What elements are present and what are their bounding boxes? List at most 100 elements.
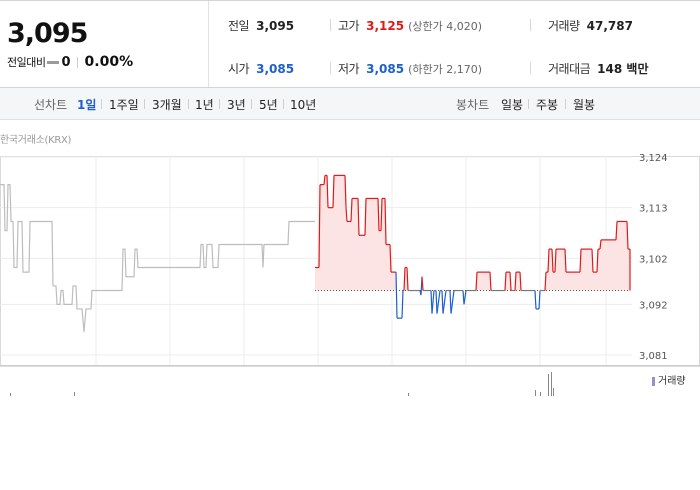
change-row: 전일대비 0 0.00% xyxy=(7,54,133,70)
today-line-segment xyxy=(406,267,409,291)
stat-value: 148 백만 xyxy=(597,62,649,76)
y-tick-label: 3,092 xyxy=(639,300,668,311)
today-line-segment xyxy=(344,175,347,208)
today-line-segment xyxy=(544,272,547,291)
today-line-segment xyxy=(377,198,380,231)
divider xyxy=(530,19,531,31)
today-line-segment xyxy=(401,290,404,319)
today-line-segment xyxy=(599,239,602,250)
today-line-segment xyxy=(421,276,424,291)
stat-open: 시가 3,085 xyxy=(228,60,294,77)
today-line-segment xyxy=(326,175,329,208)
today-line-segment xyxy=(615,221,618,240)
today-line-segment xyxy=(489,272,492,291)
today-line-segment xyxy=(441,290,444,314)
y-tick-label: 3,081 xyxy=(639,351,668,362)
candle-daily[interactable]: 일봉 xyxy=(501,98,524,112)
y-tick-label: 3,113 xyxy=(639,204,668,215)
today-line-segment xyxy=(504,272,507,291)
stat-value: 3,095 xyxy=(256,19,295,33)
today-line-segment xyxy=(519,272,522,291)
period-1y[interactable]: 1년 xyxy=(195,98,214,112)
stat-label: 거래대금 xyxy=(548,62,591,76)
today-line-segment xyxy=(547,249,550,273)
volume-legend-text: 거래량 xyxy=(658,376,686,387)
y-tick-label: 3,102 xyxy=(639,254,668,265)
today-line-segment xyxy=(475,272,478,291)
today-line-segment xyxy=(554,249,557,273)
stat-label: 저가 xyxy=(338,62,360,76)
period-3m[interactable]: 3개월 xyxy=(152,98,182,112)
today-line-segment xyxy=(591,249,594,273)
today-line-segment xyxy=(596,249,599,273)
today-line-segment xyxy=(626,221,629,250)
divider xyxy=(330,19,331,31)
period-1d[interactable]: 1일 xyxy=(77,98,97,112)
divider xyxy=(144,99,145,109)
today-line-segment xyxy=(380,198,383,231)
today-line-segment xyxy=(395,272,398,319)
stat-value: 47,787 xyxy=(586,19,633,33)
candle-weekly[interactable]: 주봉 xyxy=(536,98,559,112)
stat-label: 거래량 xyxy=(548,19,580,33)
line-chart-label: 선차트 xyxy=(34,98,68,112)
stat-value: 3,085 xyxy=(366,62,405,76)
y-tick-label: 3,124 xyxy=(639,153,668,164)
today-line-segment xyxy=(318,184,321,268)
today-line-segment xyxy=(364,198,367,236)
divider xyxy=(283,99,284,109)
change-amount: 0 xyxy=(61,55,71,70)
today-line-segment xyxy=(450,290,455,314)
today-line-segment xyxy=(357,198,360,236)
period-10y[interactable]: 10년 xyxy=(290,98,317,112)
current-price: 3,095 xyxy=(7,18,88,49)
volume-legend: 거래량 xyxy=(652,372,686,387)
candle-monthly[interactable]: 월봉 xyxy=(573,98,596,112)
stat-label: 시가 xyxy=(228,62,250,76)
divider xyxy=(101,99,102,109)
today-line-segment xyxy=(435,290,438,314)
today-line-segment xyxy=(384,198,387,245)
divider xyxy=(528,99,529,109)
flat-icon xyxy=(47,61,60,64)
today-line-segment xyxy=(403,267,406,291)
today-line-segment xyxy=(534,290,537,309)
price-box: 3,095 전일대비 0 0.00% xyxy=(0,1,209,87)
today-line-segment xyxy=(463,290,467,305)
today-line-segment xyxy=(514,272,517,291)
stat-value: 3,125 xyxy=(366,19,405,33)
stat-label: 고가 xyxy=(338,19,360,33)
today-line-segment xyxy=(350,198,353,222)
today-line-segment xyxy=(323,175,326,185)
stat-label: 전일 xyxy=(228,19,250,33)
today-line-segment xyxy=(436,290,441,314)
today-line-segment xyxy=(345,207,348,222)
divider xyxy=(330,62,331,74)
period-5y[interactable]: 5년 xyxy=(259,98,278,112)
candle-chart-label: 봉차트 xyxy=(456,98,490,112)
stat-sub: (하한가 2,170) xyxy=(408,63,482,76)
today-line-segment xyxy=(551,249,554,273)
divider xyxy=(565,99,566,109)
stat-value: 3,085 xyxy=(256,62,295,76)
period-3y[interactable]: 3년 xyxy=(227,98,246,112)
today-line-segment xyxy=(431,290,435,314)
stat-sub: (상한가 4,020) xyxy=(408,20,482,33)
change-label: 전일대비 xyxy=(7,56,46,69)
chart-toolbar: 선차트 1일 1주일 3개월 1년 3년 5년 10년 봉차트 일봉 주봉 월봉 xyxy=(0,88,700,120)
today-line-segment xyxy=(538,290,541,309)
exchange-label: 한국거래소(KRX) xyxy=(0,135,72,146)
today-line-segment xyxy=(509,272,512,291)
period-1w[interactable]: 1주일 xyxy=(109,98,139,112)
stat-low: 저가 3,085 (하한가 2,170) xyxy=(338,60,482,77)
divider xyxy=(530,62,531,74)
prev-day-line xyxy=(0,184,315,333)
stat-trade-value: 거래대금 148 백만 xyxy=(548,60,648,77)
today-line-segment xyxy=(564,249,567,273)
change-rate: 0.00% xyxy=(84,54,134,70)
divider xyxy=(188,99,189,109)
today-line-segment xyxy=(442,290,447,314)
today-line-segment xyxy=(389,244,392,273)
stock-summary: 3,095 전일대비 0 0.00% 전일 3,095 고가 3,125 (상한가 4,0… xyxy=(0,0,700,88)
